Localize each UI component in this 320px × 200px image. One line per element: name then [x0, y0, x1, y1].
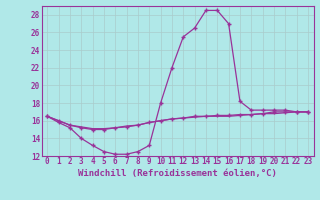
X-axis label: Windchill (Refroidissement éolien,°C): Windchill (Refroidissement éolien,°C) — [78, 169, 277, 178]
